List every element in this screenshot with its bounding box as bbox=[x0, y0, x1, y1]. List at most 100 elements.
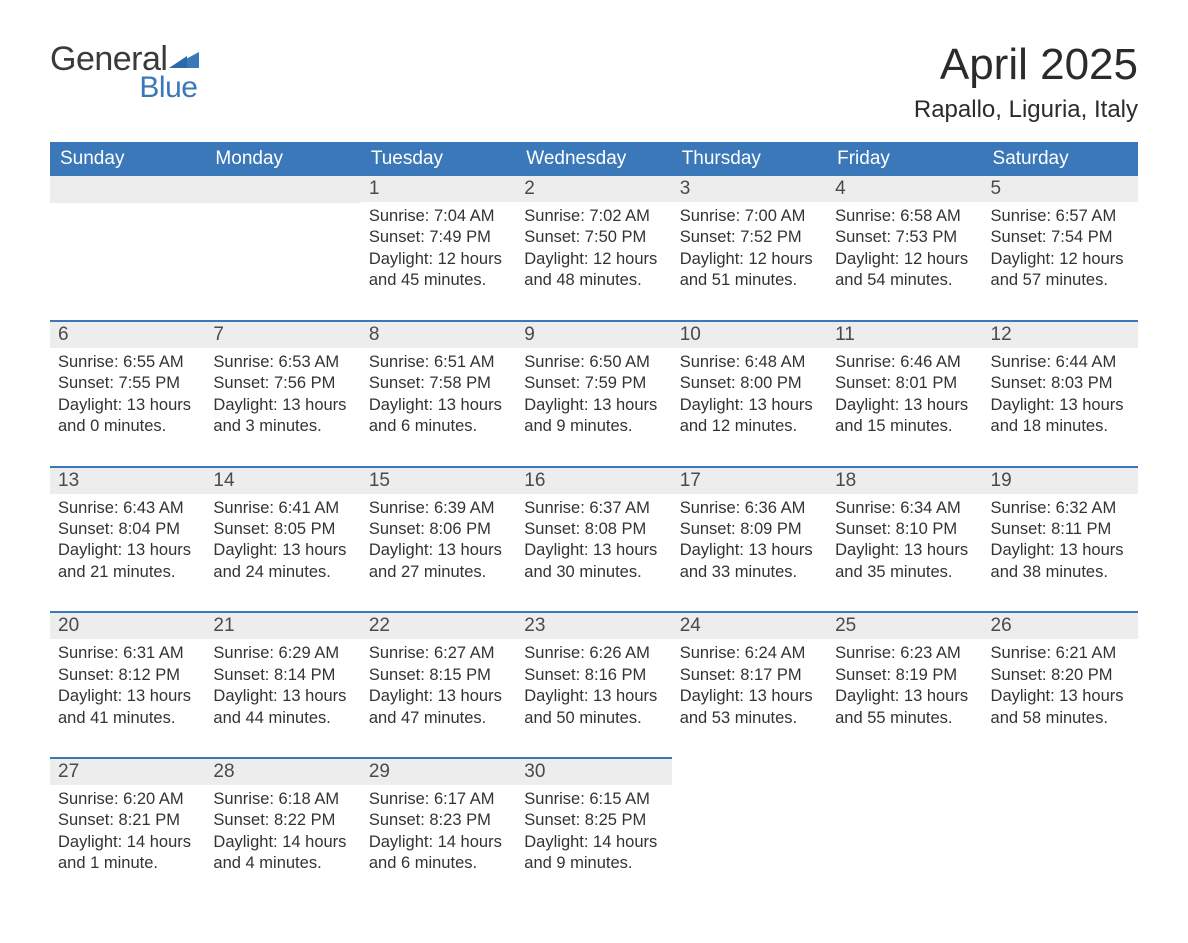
sunrise-text: Sunrise: 6:34 AM bbox=[835, 498, 974, 519]
brand-blue-text: Blue bbox=[50, 71, 199, 105]
day-body: Sunrise: 6:36 AMSunset: 8:09 PMDaylight:… bbox=[672, 494, 827, 612]
sunrise-text: Sunrise: 6:57 AM bbox=[991, 206, 1130, 227]
day-number: 1 bbox=[361, 176, 516, 202]
day-body: Sunrise: 6:29 AMSunset: 8:14 PMDaylight:… bbox=[205, 639, 360, 757]
day-body: Sunrise: 6:48 AMSunset: 8:00 PMDaylight:… bbox=[672, 348, 827, 466]
day-number: 28 bbox=[205, 759, 360, 785]
calendar-day-cell bbox=[50, 176, 205, 321]
sunset-text: Sunset: 7:55 PM bbox=[58, 373, 197, 394]
sunrise-text: Sunrise: 6:17 AM bbox=[369, 789, 508, 810]
calendar-day-cell: 28Sunrise: 6:18 AMSunset: 8:22 PMDayligh… bbox=[205, 758, 360, 903]
calendar-day-cell: 22Sunrise: 6:27 AMSunset: 8:15 PMDayligh… bbox=[361, 612, 516, 758]
sunset-text: Sunset: 8:05 PM bbox=[213, 519, 352, 540]
calendar-day-cell: 12Sunrise: 6:44 AMSunset: 8:03 PMDayligh… bbox=[983, 321, 1138, 467]
daylight-text: Daylight: 13 hours and 38 minutes. bbox=[991, 540, 1130, 583]
weekday-header: Friday bbox=[827, 142, 982, 176]
sunrise-text: Sunrise: 6:26 AM bbox=[524, 643, 663, 664]
calendar-day-cell: 23Sunrise: 6:26 AMSunset: 8:16 PMDayligh… bbox=[516, 612, 671, 758]
sunset-text: Sunset: 8:17 PM bbox=[680, 665, 819, 686]
sunset-text: Sunset: 8:04 PM bbox=[58, 519, 197, 540]
day-number: 17 bbox=[672, 468, 827, 494]
day-number: 9 bbox=[516, 322, 671, 348]
sunset-text: Sunset: 8:08 PM bbox=[524, 519, 663, 540]
sunset-text: Sunset: 7:59 PM bbox=[524, 373, 663, 394]
sunset-text: Sunset: 7:54 PM bbox=[991, 227, 1130, 248]
day-number bbox=[983, 758, 1138, 785]
sunset-text: Sunset: 8:00 PM bbox=[680, 373, 819, 394]
calendar-day-cell: 2Sunrise: 7:02 AMSunset: 7:50 PMDaylight… bbox=[516, 176, 671, 321]
day-body: Sunrise: 6:53 AMSunset: 7:56 PMDaylight:… bbox=[205, 348, 360, 466]
day-number: 12 bbox=[983, 322, 1138, 348]
calendar-day-cell: 17Sunrise: 6:36 AMSunset: 8:09 PMDayligh… bbox=[672, 467, 827, 613]
calendar-day-cell: 8Sunrise: 6:51 AMSunset: 7:58 PMDaylight… bbox=[361, 321, 516, 467]
sunrise-text: Sunrise: 7:02 AM bbox=[524, 206, 663, 227]
calendar-day-cell: 7Sunrise: 6:53 AMSunset: 7:56 PMDaylight… bbox=[205, 321, 360, 467]
day-number: 29 bbox=[361, 759, 516, 785]
day-body: Sunrise: 6:41 AMSunset: 8:05 PMDaylight:… bbox=[205, 494, 360, 612]
calendar-day-cell: 20Sunrise: 6:31 AMSunset: 8:12 PMDayligh… bbox=[50, 612, 205, 758]
sunset-text: Sunset: 7:49 PM bbox=[369, 227, 508, 248]
daylight-text: Daylight: 13 hours and 33 minutes. bbox=[680, 540, 819, 583]
calendar-day-cell: 10Sunrise: 6:48 AMSunset: 8:00 PMDayligh… bbox=[672, 321, 827, 467]
brand-logo: General Blue bbox=[50, 40, 199, 105]
calendar-table: Sunday Monday Tuesday Wednesday Thursday… bbox=[50, 142, 1138, 903]
day-number: 18 bbox=[827, 468, 982, 494]
header-row: General Blue April 2025 Rapallo, Liguria… bbox=[50, 40, 1138, 124]
daylight-text: Daylight: 13 hours and 21 minutes. bbox=[58, 540, 197, 583]
day-body: Sunrise: 6:50 AMSunset: 7:59 PMDaylight:… bbox=[516, 348, 671, 466]
sunrise-text: Sunrise: 6:29 AM bbox=[213, 643, 352, 664]
day-number bbox=[827, 758, 982, 785]
calendar-day-cell: 29 Sunrise: 6:17 AMSunset: 8:23 PMDayligh… bbox=[361, 758, 516, 903]
sunset-text: Sunset: 8:23 PM bbox=[369, 810, 508, 831]
sunrise-text: Sunrise: 6:53 AM bbox=[213, 352, 352, 373]
sunset-text: Sunset: 8:01 PM bbox=[835, 373, 974, 394]
sunrise-text: Sunrise: 7:00 AM bbox=[680, 206, 819, 227]
day-body: Sunrise: 6:57 AMSunset: 7:54 PMDaylight:… bbox=[983, 202, 1138, 320]
sunrise-text: Sunrise: 6:43 AM bbox=[58, 498, 197, 519]
calendar-day-cell: 21Sunrise: 6:29 AMSunset: 8:14 PMDayligh… bbox=[205, 612, 360, 758]
day-body: Sunrise: 6:26 AMSunset: 8:16 PMDaylight:… bbox=[516, 639, 671, 757]
sunrise-text: Sunrise: 6:51 AM bbox=[369, 352, 508, 373]
day-body: Sunrise: 6:46 AMSunset: 8:01 PMDaylight:… bbox=[827, 348, 982, 466]
sunset-text: Sunset: 7:58 PM bbox=[369, 373, 508, 394]
sunrise-text: Sunrise: 7:04 AM bbox=[369, 206, 508, 227]
daylight-text: Daylight: 14 hours and 6 minutes. bbox=[369, 832, 508, 875]
daylight-text: Daylight: 13 hours and 24 minutes. bbox=[213, 540, 352, 583]
daylight-text: Daylight: 13 hours and 6 minutes. bbox=[369, 395, 508, 438]
calendar-day-cell bbox=[827, 758, 982, 903]
day-body: Sunrise: 6:15 AMSunset: 8:25 PMDaylight:… bbox=[516, 785, 671, 903]
day-body: Sunrise: 7:04 AMSunset: 7:49 PMDaylight:… bbox=[361, 202, 516, 320]
calendar-day-cell: 30Sunrise: 6:15 AMSunset: 8:25 PMDayligh… bbox=[516, 758, 671, 903]
day-body: Sunrise: 6:43 AMSunset: 8:04 PMDaylight:… bbox=[50, 494, 205, 612]
brand-triangle-icon bbox=[169, 48, 199, 73]
day-body: Sunrise: 7:00 AMSunset: 7:52 PMDaylight:… bbox=[672, 202, 827, 320]
sunset-text: Sunset: 8:10 PM bbox=[835, 519, 974, 540]
day-body: Sunrise: 6:34 AMSunset: 8:10 PMDaylight:… bbox=[827, 494, 982, 612]
daylight-text: Daylight: 13 hours and 27 minutes. bbox=[369, 540, 508, 583]
day-body: Sunrise: 6:18 AMSunset: 8:22 PMDaylight:… bbox=[205, 785, 360, 903]
day-body: Sunrise: 7:02 AMSunset: 7:50 PMDaylight:… bbox=[516, 202, 671, 320]
sunset-text: Sunset: 8:06 PM bbox=[369, 519, 508, 540]
day-number: 15 bbox=[361, 468, 516, 494]
day-body bbox=[50, 203, 205, 293]
calendar-day-cell: 16Sunrise: 6:37 AMSunset: 8:08 PMDayligh… bbox=[516, 467, 671, 613]
daylight-text: Daylight: 13 hours and 58 minutes. bbox=[991, 686, 1130, 729]
calendar-week-row: 20Sunrise: 6:31 AMSunset: 8:12 PMDayligh… bbox=[50, 612, 1138, 758]
sunset-text: Sunset: 7:52 PM bbox=[680, 227, 819, 248]
day-body: Sunrise: 6:55 AMSunset: 7:55 PMDaylight:… bbox=[50, 348, 205, 466]
weekday-header: Thursday bbox=[672, 142, 827, 176]
weekday-header: Tuesday bbox=[361, 142, 516, 176]
day-body: Sunrise: 6:20 AMSunset: 8:21 PMDaylight:… bbox=[50, 785, 205, 903]
sunrise-text: Sunrise: 6:23 AM bbox=[835, 643, 974, 664]
weekday-header: Wednesday bbox=[516, 142, 671, 176]
sunset-text: Sunset: 7:50 PM bbox=[524, 227, 663, 248]
daylight-text: Daylight: 12 hours and 57 minutes. bbox=[991, 249, 1130, 292]
daylight-text: Daylight: 13 hours and 35 minutes. bbox=[835, 540, 974, 583]
day-body: Sunrise: 6:27 AMSunset: 8:15 PMDaylight:… bbox=[361, 639, 516, 757]
daylight-text: Daylight: 13 hours and 47 minutes. bbox=[369, 686, 508, 729]
day-body: Sunrise: 6:39 AMSunset: 8:06 PMDaylight:… bbox=[361, 494, 516, 612]
day-number: 3 bbox=[672, 176, 827, 202]
calendar-week-row: 1Sunrise: 7:04 AMSunset: 7:49 PMDaylight… bbox=[50, 176, 1138, 321]
calendar-week-row: 13Sunrise: 6:43 AMSunset: 8:04 PMDayligh… bbox=[50, 467, 1138, 613]
daylight-text: Daylight: 13 hours and 55 minutes. bbox=[835, 686, 974, 729]
